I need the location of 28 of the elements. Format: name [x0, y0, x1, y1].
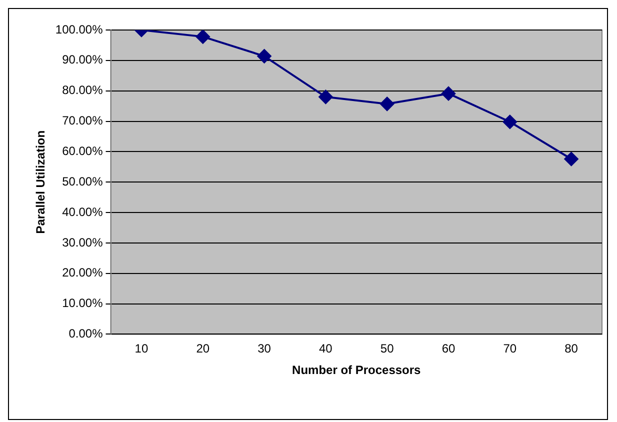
y-tick-label: 50.00%	[62, 174, 104, 188]
y-tick-label: 40.00%	[62, 204, 104, 219]
point	[380, 96, 394, 111]
y-tick-label: 20.00%	[62, 266, 104, 280]
x-tick-label: 70	[503, 342, 517, 356]
x-axis-title: Number of Processors	[292, 363, 422, 378]
y-tick-label: 100.00%	[55, 22, 104, 36]
x-tick-label: 60	[442, 342, 456, 356]
y-tick-label: 30.00%	[62, 235, 104, 250]
x-tick-label: 40	[319, 342, 333, 356]
x-tick-label: 30	[258, 342, 272, 356]
x-tick-label: 80	[564, 342, 578, 356]
y-tick-label: 90.00%	[62, 52, 104, 67]
x-tick-label: 10	[134, 342, 148, 356]
y-tick-label: 0.00%	[68, 326, 104, 341]
point	[196, 30, 210, 44]
y-axis-title: Parallel Utilization	[34, 130, 48, 234]
point	[441, 86, 456, 101]
x-tick-label: 50	[380, 342, 394, 356]
point	[564, 152, 578, 166]
y-tick-label: 60.00%	[62, 144, 104, 158]
point	[502, 114, 517, 129]
point	[257, 49, 272, 64]
y-tick-label: 10.00%	[62, 296, 104, 310]
point	[318, 90, 333, 104]
y-tick-label: 70.00%	[62, 114, 104, 128]
y-tick-label: 80.00%	[62, 83, 104, 98]
x-tick-label: 20	[196, 342, 210, 356]
